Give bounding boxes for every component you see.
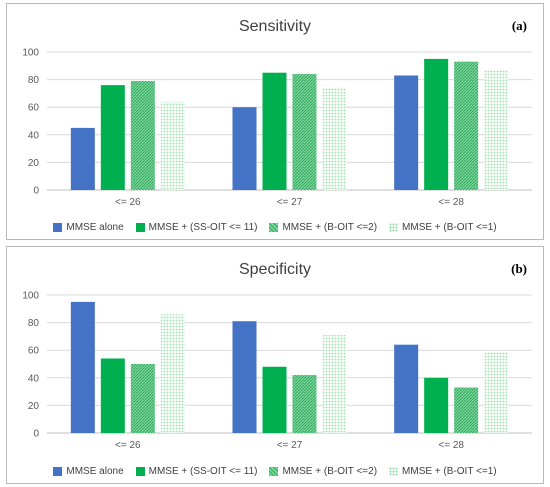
- legend-swatch: [389, 467, 399, 476]
- bar-b-oit-1: [160, 101, 185, 190]
- x-tick-label: <= 26: [115, 197, 141, 208]
- legend-label: MMSE + (B-OIT <=2): [282, 222, 378, 233]
- y-tick-label: 80: [28, 318, 40, 329]
- y-tick-label: 20: [28, 401, 40, 412]
- y-tick-label: 0: [33, 186, 39, 197]
- bar-b-oit-2: [292, 74, 317, 190]
- legend-swatch: [269, 223, 279, 232]
- x-tick-label: <= 27: [277, 440, 303, 451]
- legend-swatch: [135, 467, 145, 476]
- bar-ss-oit-11: [262, 72, 287, 190]
- legend-swatch: [53, 223, 63, 232]
- bar-ss-oit-11: [424, 58, 449, 191]
- chart-title: Sensitivity: [238, 18, 312, 35]
- x-tick-label: <= 28: [438, 440, 464, 451]
- bar-mmse-alone: [394, 75, 419, 190]
- x-tick-label: <= 26: [115, 440, 141, 451]
- y-tick-label: 100: [22, 48, 39, 59]
- legend: MMSE alone MMSE + (SS-OIT <= 11) MMSE + …: [7, 466, 543, 477]
- bar-b-oit-1: [484, 351, 509, 433]
- legend-item-b-oit-1: MMSE + (B-OIT <=1): [389, 466, 497, 477]
- legend: MMSE alone MMSE + (SS-OIT <= 11) MMSE + …: [7, 222, 543, 233]
- legend-item-ss-oit-11: MMSE + (SS-OIT <= 11): [135, 466, 258, 477]
- bar-ss-oit-11: [100, 358, 125, 433]
- legend-item-ss-oit-11: MMSE + (SS-OIT <= 11): [135, 222, 258, 233]
- legend-label: MMSE + (B-OIT <=1): [402, 222, 497, 233]
- bar-ss-oit-11: [262, 366, 287, 433]
- bar-b-oit-2: [454, 387, 479, 433]
- bar-mmse-alone: [232, 321, 257, 433]
- y-tick-label: 60: [28, 103, 40, 114]
- legend-label: MMSE + (B-OIT <=2): [282, 466, 378, 477]
- y-tick-label: 60: [28, 346, 40, 357]
- sensitivity-chart-panel: Sensitivity (a) 0 20 40 60 80 100 <= 26 <= 27 <=…: [6, 3, 544, 240]
- bar-ss-oit-11: [424, 377, 449, 433]
- bar-b-oit-2: [130, 364, 155, 433]
- y-tick-label: 80: [28, 75, 40, 86]
- x-tick-label: <= 27: [277, 197, 303, 208]
- bar-mmse-alone: [70, 301, 95, 433]
- legend-label: MMSE alone: [66, 466, 124, 477]
- bar-ss-oit-11: [100, 85, 125, 190]
- specificity-chart-panel: Specificity (b) 0 20 40 60 80 100 <= 26 <= 27 <=…: [6, 246, 544, 484]
- panel-label: (b): [511, 261, 527, 276]
- legend-item-b-oit-2: MMSE + (B-OIT <=2): [269, 466, 377, 477]
- y-tick-label: 0: [33, 429, 39, 440]
- legend-label: MMSE alone: [66, 222, 124, 233]
- y-tick-label: 20: [28, 158, 40, 169]
- sensitivity-plot: 0 20 40 60 80 100 <= 26 <= 27 <= 28: [22, 48, 532, 208]
- chart-title: Specificity: [238, 261, 312, 278]
- legend-label: MMSE + (B-OIT <=1): [402, 466, 497, 477]
- bar-b-oit-2: [292, 375, 317, 433]
- legend-swatch: [135, 223, 145, 232]
- bar-b-oit-1: [322, 335, 347, 433]
- legend-label: MMSE + (SS-OIT <= 11): [148, 222, 258, 233]
- legend-swatch: [53, 467, 63, 476]
- bar-mmse-alone: [394, 344, 419, 433]
- bar-b-oit-1: [160, 314, 185, 433]
- specificity-plot: 0 20 40 60 80 100 <= 26 <= 27 <= 28: [22, 291, 532, 451]
- bar-b-oit-1: [484, 69, 509, 190]
- y-tick-label: 40: [28, 130, 40, 141]
- legend-swatch: [269, 467, 279, 476]
- bar-mmse-alone: [232, 107, 257, 190]
- bar-mmse-alone: [70, 127, 95, 190]
- legend-item-b-oit-2: MMSE + (B-OIT <=2): [269, 222, 377, 233]
- legend-item-b-oit-1: MMSE + (B-OIT <=1): [389, 222, 497, 233]
- legend-swatch: [389, 223, 399, 232]
- panel-label: (a): [511, 18, 527, 33]
- bar-b-oit-2: [130, 80, 155, 190]
- y-tick-label: 40: [28, 373, 40, 384]
- legend-item-mmse-alone: MMSE alone: [53, 466, 124, 477]
- legend-label: MMSE + (SS-OIT <= 11): [148, 466, 258, 477]
- legend-item-mmse-alone: MMSE alone: [53, 222, 124, 233]
- bar-b-oit-2: [454, 61, 479, 190]
- bar-b-oit-1: [322, 87, 347, 190]
- y-tick-label: 100: [22, 291, 39, 302]
- x-tick-label: <= 28: [438, 197, 464, 208]
